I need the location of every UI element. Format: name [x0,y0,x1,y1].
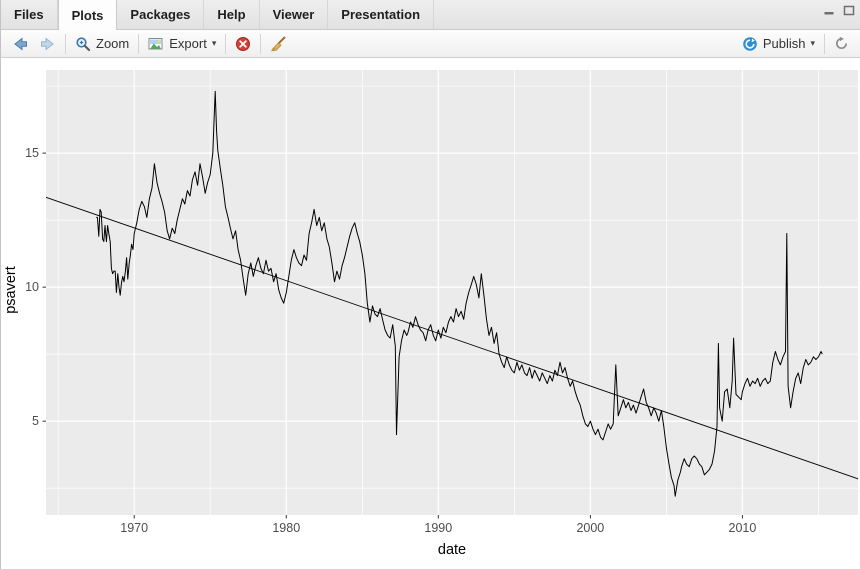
toolbar-separator [260,33,262,54]
tab-viewer-label: Viewer [272,7,315,22]
toolbar-separator [138,33,140,54]
svg-text:2010: 2010 [729,521,757,535]
svg-text:2000: 2000 [576,521,604,535]
toolbar-separator [824,33,825,54]
maximize-icon [843,5,855,16]
tab-packages[interactable]: Packages [117,0,205,29]
y-axis-title: psavert [3,266,19,314]
tab-presentation-label: Presentation [341,7,421,22]
tab-help-label: Help [217,7,246,22]
minimize-pane-button[interactable] [821,3,837,17]
refresh-plot-button[interactable] [829,34,854,53]
chevron-down-icon: ▾ [211,38,217,48]
svg-text:1990: 1990 [424,521,452,535]
refresh-icon [834,36,849,51]
tab-packages-label: Packages [130,7,191,22]
pane-tabbar: Files Plots Packages Help Viewer Present… [1,0,860,30]
broom-icon [270,36,287,52]
tab-help[interactable]: Help [204,0,260,29]
toolbar-separator [65,33,66,54]
tab-files-label: Files [14,7,44,22]
remove-plot-icon [235,36,251,52]
tab-files[interactable]: Files [1,0,58,29]
plots-toolbar: Zoom Export ▾ [1,30,860,58]
tab-viewer[interactable]: Viewer [260,0,329,29]
x-axis-title: date [438,542,466,558]
svg-text:5: 5 [32,414,39,428]
plot-canvas: psavert date 1970 1980 1990 2000 2010 5 10 15 [1,58,860,569]
forward-arrow-icon [39,36,56,52]
zoom-button[interactable]: Zoom [70,34,134,54]
forward-plot-button[interactable] [34,34,61,54]
export-button[interactable]: Export ▾ [143,34,221,54]
export-button-label: Export [169,36,207,51]
svg-text:15: 15 [25,146,39,160]
ggplot-chart: psavert date 1970 1980 1990 2000 2010 5 10 15 [3,70,859,558]
svg-text:1980: 1980 [272,521,300,535]
tab-presentation[interactable]: Presentation [328,0,435,29]
zoom-button-label: Zoom [96,36,130,51]
tab-plots[interactable]: Plots [57,0,118,30]
remove-plot-button[interactable] [230,34,256,54]
publish-button[interactable]: Publish ▾ [737,34,820,54]
clear-all-plots-button[interactable] [265,34,292,54]
back-arrow-icon [12,36,29,52]
zoom-magnifier-icon [75,36,91,52]
toolbar-separator [225,33,227,54]
minimize-icon [823,5,835,16]
maximize-pane-button[interactable] [841,3,857,17]
publish-button-label: Publish [762,36,806,51]
tab-plots-label: Plots [71,7,104,23]
back-plot-button[interactable] [7,34,34,54]
export-image-icon [148,36,164,52]
pane-window-controls [821,0,860,29]
svg-text:10: 10 [25,280,39,294]
svg-text:1970: 1970 [120,521,148,535]
publish-icon [742,36,758,52]
chevron-down-icon: ▾ [810,38,815,48]
